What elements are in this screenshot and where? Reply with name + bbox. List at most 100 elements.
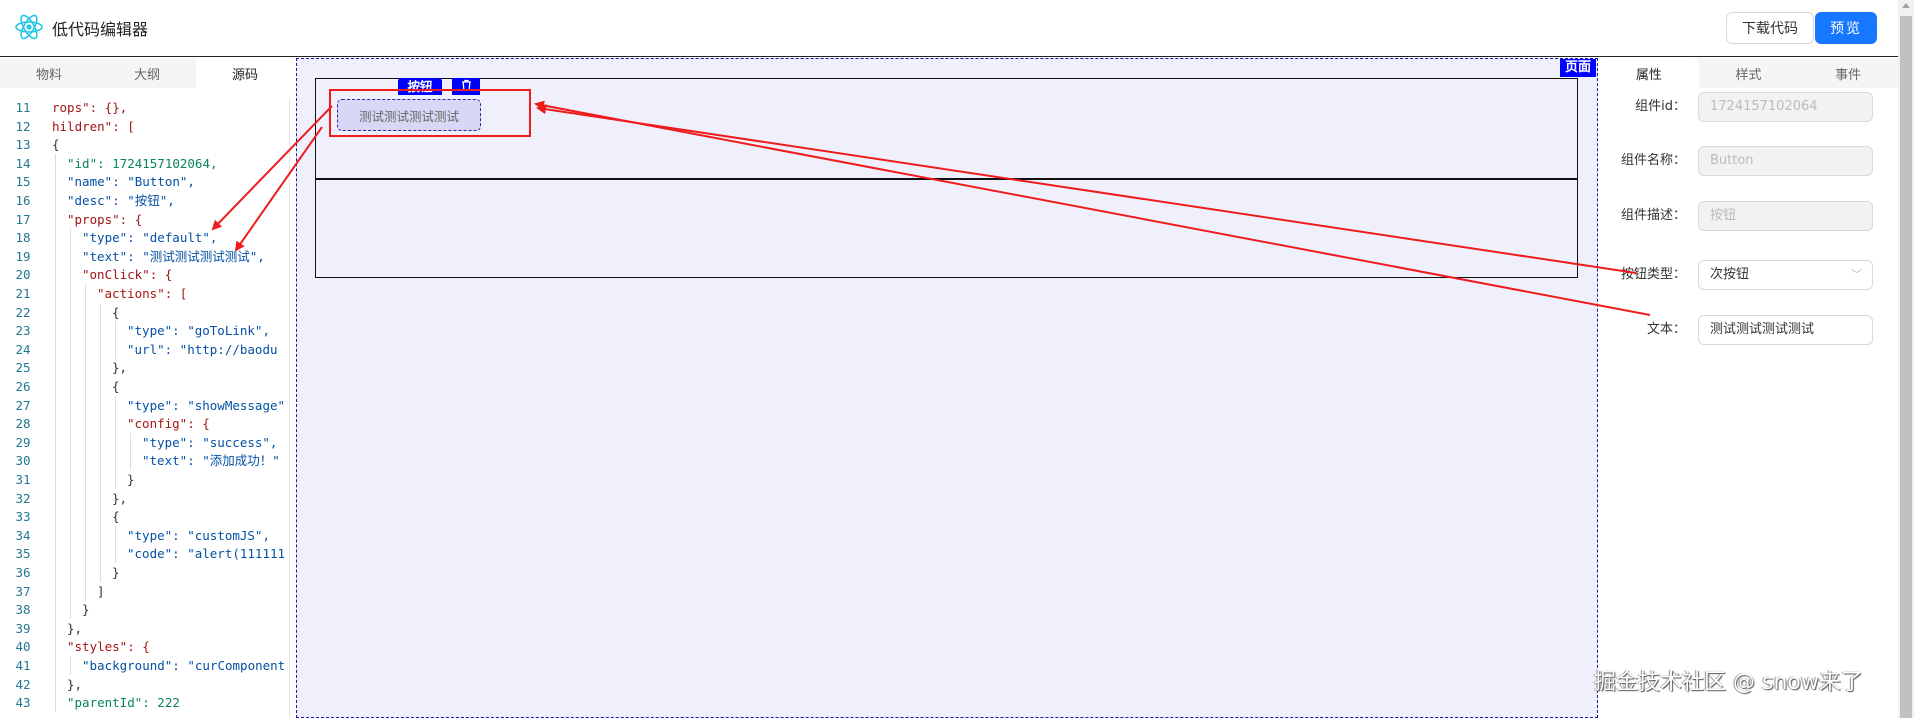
indent-guide xyxy=(85,544,86,564)
code-text: "parentId": 222 xyxy=(67,695,180,711)
code-line: 41 "background": "curComponent xyxy=(0,656,292,675)
line-number: 21 xyxy=(15,286,31,301)
code-text: "styles": { xyxy=(67,639,150,655)
code-line: 19 "text": "测试测试测试测试", xyxy=(0,246,292,266)
indent-guide xyxy=(70,321,71,341)
indent-guide xyxy=(70,377,71,396)
indent-guide xyxy=(85,432,86,452)
indent-guide xyxy=(55,488,56,508)
field-text: 文本： 测试测试测试测试 xyxy=(1599,315,1898,345)
indent-guide xyxy=(85,488,86,508)
field-label: 按钮类型： xyxy=(1620,267,1686,282)
tab-materials[interactable]: 物料 xyxy=(35,67,62,83)
indent-guide xyxy=(70,470,71,489)
indent-guide xyxy=(100,470,101,489)
indent-guide xyxy=(55,228,56,248)
indent-guide xyxy=(55,674,56,694)
line-number: 35 xyxy=(15,546,31,562)
indent-guide xyxy=(115,395,116,415)
right-tabs: 属性 样式 事件 xyxy=(1599,58,1898,88)
indent-guide xyxy=(55,618,56,638)
line-number: 22 xyxy=(15,304,31,320)
code-line: 31} xyxy=(0,470,292,489)
line-number: 24 xyxy=(15,341,31,357)
indent-guide xyxy=(70,414,71,434)
line-number: 41 xyxy=(15,658,31,673)
indent-guide xyxy=(70,339,71,359)
canvas-button-component[interactable]: 测试测试测试测试 xyxy=(337,99,481,131)
code-text: "name": "Button", xyxy=(67,174,195,190)
indent-guide xyxy=(115,451,116,471)
line-number: 43 xyxy=(15,695,31,711)
indent-guide xyxy=(130,451,131,471)
tab-properties[interactable]: 属性 xyxy=(1599,58,1699,88)
indent-guide xyxy=(85,507,86,527)
component-name-input[interactable]: Button xyxy=(1698,146,1873,176)
tab-source[interactable]: 源码 xyxy=(196,58,294,88)
page-scrollbar[interactable] xyxy=(1898,0,1914,718)
code-line: 13 { xyxy=(0,135,292,154)
code-line: 15 "name": "Button", xyxy=(0,172,292,192)
code-line: 35 "code": "alert(111111 xyxy=(0,544,292,564)
line-number: 11 xyxy=(15,100,31,115)
code-text: "type": "goToLink", xyxy=(127,323,270,339)
code-line: 34 "type": "customJS", xyxy=(0,525,292,545)
indent-guide xyxy=(70,581,71,601)
download-code-button[interactable]: 下载代码 xyxy=(1726,12,1814,44)
page-canvas[interactable]: 页面 按钮 测试测试测试测试 xyxy=(296,58,1598,718)
indent-guide xyxy=(70,284,71,303)
line-number: 19 xyxy=(15,248,31,264)
indent-guide xyxy=(55,414,56,434)
code-line: 14 "id": 1724157102064, xyxy=(0,153,292,173)
code-line: 29 "type": "success", xyxy=(0,432,292,452)
indent-guide xyxy=(85,451,86,471)
indent-guide xyxy=(70,358,71,378)
source-code-editor[interactable]: 11 rops": {}, 12 hildren": [13 {14 "id": 1724… xyxy=(0,98,292,718)
container-divider xyxy=(316,178,1577,180)
code-text: "id": 1724157102064, xyxy=(67,155,218,171)
code-text: "background": "curComponent xyxy=(82,658,286,673)
indent-guide xyxy=(70,525,71,545)
line-number: 17 xyxy=(15,211,31,227)
app-title: 低代码编辑器 xyxy=(52,20,149,39)
indent-guide xyxy=(130,432,131,452)
code-line: 26 { xyxy=(0,377,292,396)
text-input[interactable]: 测试测试测试测试 xyxy=(1698,315,1873,345)
code-line: 21 "actions": [ xyxy=(0,284,292,303)
preview-button[interactable]: 预览 xyxy=(1815,12,1877,44)
left-panel: 物料 大纲 源码 11 rops": {}, 12 hildren": [13 {14 "… xyxy=(0,58,294,718)
indent-guide xyxy=(55,153,56,173)
indent-guide xyxy=(55,470,56,489)
indent-guide xyxy=(70,395,71,415)
line-number: 39 xyxy=(15,620,31,636)
tab-events[interactable]: 事件 xyxy=(1835,67,1862,83)
line-number: 14 xyxy=(15,155,31,171)
tab-outline[interactable]: 大纲 xyxy=(133,67,160,83)
indent-guide xyxy=(55,209,56,229)
indent-guide xyxy=(100,395,101,415)
scroll-up-icon[interactable] xyxy=(1902,3,1910,8)
code-line: 24 "url": "http://baodu xyxy=(0,339,292,359)
code-line: 17 "props": { xyxy=(0,209,292,229)
indent-guide xyxy=(115,414,116,434)
component-desc-input[interactable]: 按钮 xyxy=(1698,201,1873,231)
code-line: 37] xyxy=(0,581,292,601)
field-component-desc: 组件描述： 按钮 xyxy=(1599,201,1898,231)
component-id-input[interactable]: 1724157102064 xyxy=(1698,92,1873,122)
code-line: 22 { xyxy=(0,302,292,322)
indent-guide xyxy=(70,246,71,266)
indent-guide xyxy=(100,544,101,564)
code-text: { xyxy=(112,304,120,320)
indent-guide xyxy=(100,377,101,396)
button-type-select[interactable]: 次按钮 ﹀ xyxy=(1698,260,1873,290)
indent-guide xyxy=(55,581,56,601)
scrollbar-thumb[interactable] xyxy=(1900,16,1912,718)
indent-guide xyxy=(70,302,71,322)
app-header: 低代码编辑器 下载代码 预览 xyxy=(0,0,1898,57)
field-label: 组件id： xyxy=(1635,99,1686,114)
tab-styles[interactable]: 样式 xyxy=(1735,67,1762,83)
watermark: 掘金技术社区 @ snow来了 xyxy=(1594,670,1863,695)
indent-guide xyxy=(85,377,86,396)
code-line: 12 hildren": [ xyxy=(0,117,292,136)
line-number: 34 xyxy=(15,527,31,543)
